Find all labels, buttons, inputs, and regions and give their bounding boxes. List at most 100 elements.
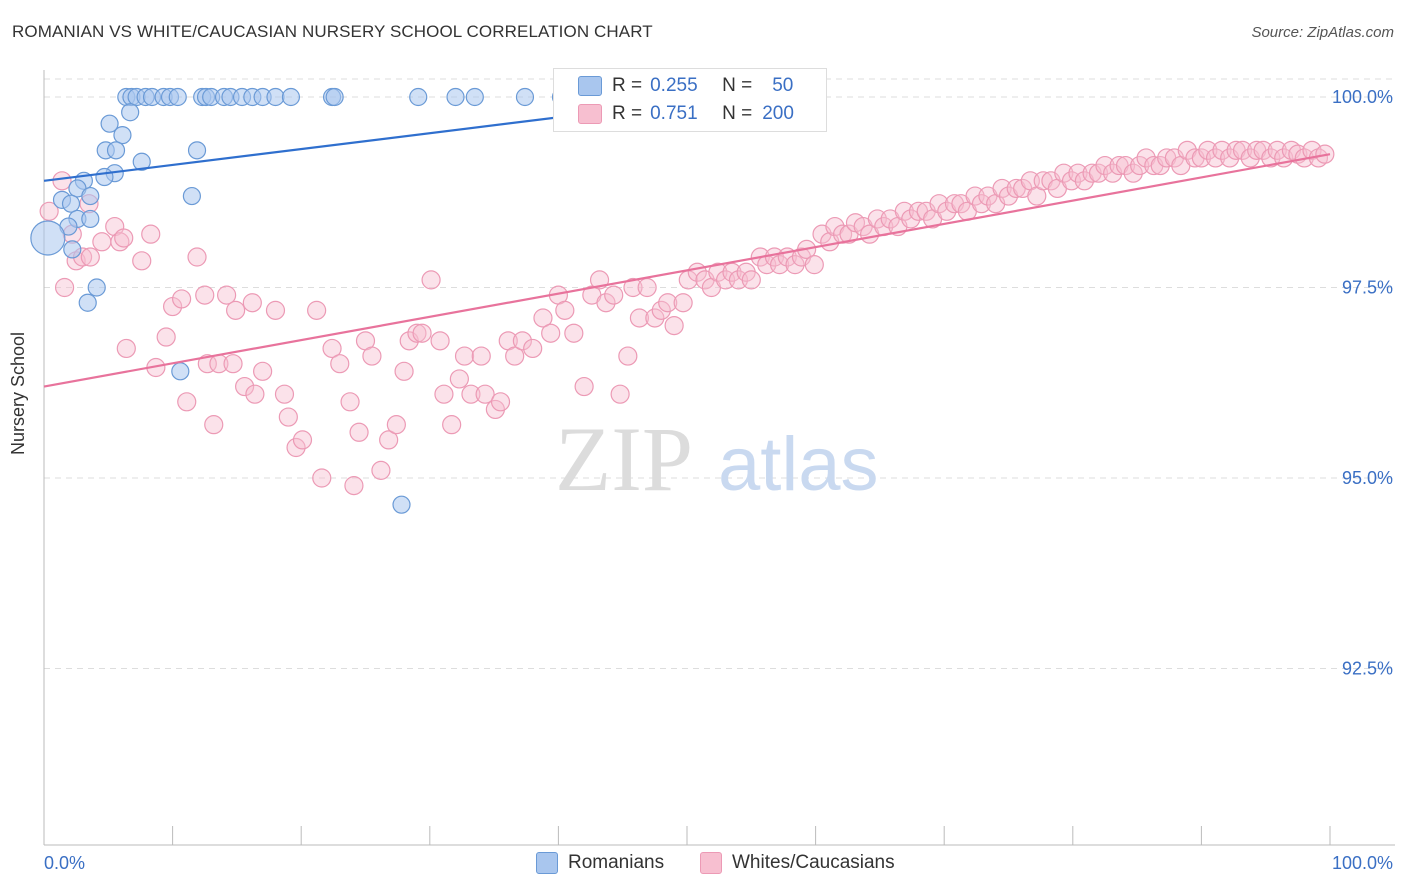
- whites-point: [39, 201, 59, 221]
- legend-r-value: 0.255: [650, 75, 698, 96]
- y-tick-label: 92.5%: [1342, 659, 1393, 679]
- romanians-point: [171, 362, 190, 381]
- whites-point: [371, 460, 391, 480]
- whites-point: [172, 289, 192, 309]
- romanians-point: [325, 87, 344, 107]
- whites-point: [80, 247, 100, 267]
- whites-trend-line: [43, 153, 1331, 388]
- whites-point: [217, 285, 237, 305]
- whites-point: [490, 392, 511, 412]
- x-tick-label-left: 0.0%: [44, 853, 85, 873]
- whites-point: [449, 369, 469, 389]
- whites-point: [110, 232, 130, 252]
- legend-item-romanians: Romanians: [536, 852, 664, 874]
- romanians-point: [100, 114, 119, 133]
- watermark-zip: ZIP: [555, 408, 693, 510]
- whites-point: [741, 270, 761, 290]
- whites-point: [564, 323, 584, 343]
- romanians-point: [30, 220, 66, 256]
- y-tick-label: 100.0%: [1332, 87, 1393, 107]
- romanians-point: [132, 152, 151, 171]
- whites-point: [1253, 140, 1273, 160]
- whites-point: [187, 247, 207, 267]
- whites-point: [637, 277, 657, 298]
- legend-item-whites: Whites/Caucasians: [700, 852, 895, 874]
- whites-point: [344, 476, 364, 496]
- whites-point: [664, 316, 684, 336]
- whites-point: [253, 361, 273, 381]
- whites-point: [1212, 140, 1232, 160]
- whites-point: [312, 468, 332, 488]
- whites-point: [292, 430, 313, 450]
- whites-point: [141, 224, 161, 244]
- whites-point: [523, 338, 543, 359]
- whites-point: [226, 300, 246, 320]
- romanians-points: [30, 87, 760, 514]
- whites-point: [929, 194, 949, 214]
- legend-swatch-blue: [578, 76, 602, 96]
- whites-point: [156, 327, 176, 347]
- whites-point: [1267, 140, 1287, 160]
- legend-r-label: R =: [612, 103, 643, 124]
- whites-point: [618, 346, 638, 366]
- whites-point: [894, 201, 914, 221]
- romanians-point: [78, 293, 97, 312]
- whites-points: [39, 140, 1335, 496]
- whites-point: [132, 251, 152, 271]
- legend-r-value: 0.751: [650, 103, 698, 124]
- whites-point: [555, 300, 575, 320]
- whites-point: [658, 293, 678, 313]
- whites-point: [204, 415, 224, 435]
- whites-point: [971, 194, 992, 214]
- whites-point: [475, 384, 495, 404]
- whites-point: [177, 392, 197, 412]
- whites-point: [533, 308, 553, 328]
- whites-point: [769, 255, 790, 275]
- whites-point: [274, 384, 295, 404]
- whites-point: [1232, 140, 1253, 160]
- watermark-atlas: atlas: [718, 422, 879, 507]
- chart-source: Source: ZipAtlas.com: [1251, 24, 1394, 41]
- legend-swatch-whites: [700, 852, 722, 874]
- romanians-point: [61, 194, 81, 213]
- whites-point: [471, 346, 491, 366]
- legend-row-whites: R = 0.751 N = 200: [554, 100, 794, 128]
- whites-point: [330, 354, 350, 374]
- whites-point: [412, 323, 432, 343]
- whites-point: [430, 331, 450, 351]
- whites-point: [461, 384, 481, 404]
- whites-point: [340, 392, 360, 412]
- romanians-point: [465, 87, 484, 107]
- whites-point: [604, 285, 624, 305]
- whites-point: [645, 308, 665, 328]
- whites-point: [197, 354, 217, 374]
- whites-point: [1205, 148, 1226, 168]
- whites-point: [1054, 163, 1074, 183]
- whites-point: [512, 331, 532, 351]
- romanians-point: [409, 87, 428, 107]
- legend-swatch-pink: [578, 104, 602, 124]
- romanians-point: [182, 186, 201, 206]
- whites-point: [629, 308, 650, 328]
- legend-n-value: 50: [772, 75, 794, 96]
- grid-lines: [44, 78, 1395, 669]
- whites-point: [92, 232, 112, 252]
- romanians-point: [281, 87, 301, 107]
- romanians-point: [168, 87, 187, 107]
- chart-title: ROMANIAN VS WHITE/CAUCASIAN NURSERY SCHO…: [12, 22, 653, 41]
- whites-point: [322, 338, 342, 359]
- whites-point: [651, 300, 671, 320]
- whites-point: [278, 407, 298, 427]
- whites-point: [434, 384, 454, 404]
- whites-point: [454, 346, 475, 366]
- whites-point: [265, 300, 286, 320]
- whites-point: [386, 415, 406, 435]
- whites-point: [541, 323, 561, 343]
- romanians-point: [266, 87, 285, 107]
- whites-point: [307, 300, 327, 320]
- whites-point: [623, 277, 643, 298]
- axes: [43, 70, 1395, 846]
- whites-point: [394, 361, 414, 381]
- whites-point: [1068, 163, 1088, 183]
